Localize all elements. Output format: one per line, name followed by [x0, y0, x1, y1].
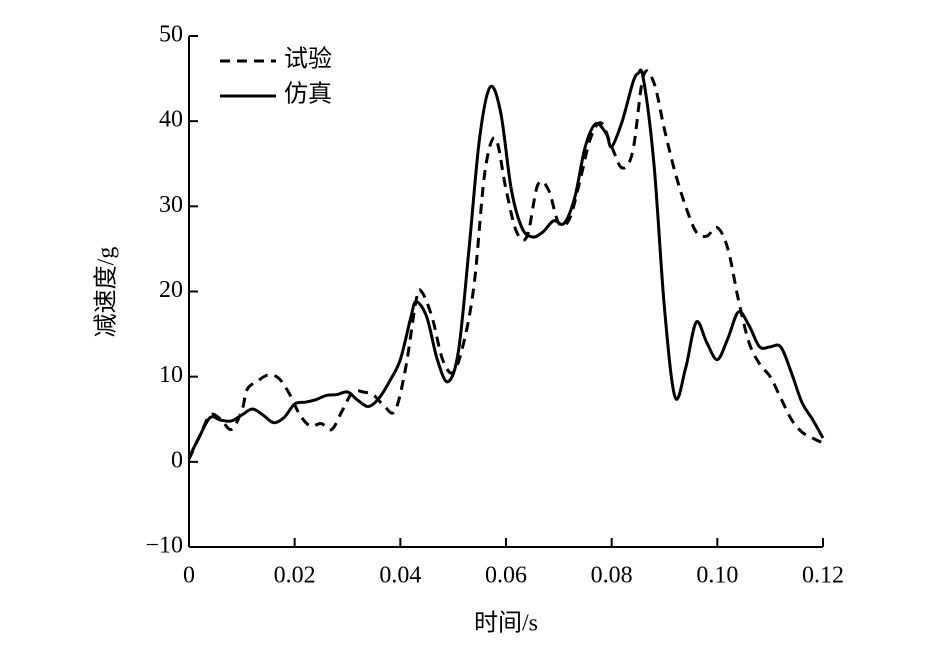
y-tick-label: 0 — [171, 447, 183, 473]
x-tick-label: 0.08 — [591, 563, 633, 589]
x-tick-label: 0.10 — [696, 563, 738, 589]
x-tick-label: 0.12 — [802, 563, 844, 589]
legend-label: 仿真 — [284, 81, 332, 108]
data-line — [187, 69, 824, 460]
x-axis-label: 时间/s — [474, 610, 538, 637]
x-tick-label: 0.06 — [485, 563, 527, 589]
x-tick-label: 0.02 — [274, 563, 316, 589]
y-tick-label: 10 — [159, 362, 183, 388]
y-tick-label: −10 — [145, 533, 183, 559]
y-tick-label: 50 — [159, 22, 183, 48]
y-axis-label: 减速度/g — [93, 247, 120, 338]
x-tick-label: 0.04 — [379, 563, 421, 589]
y-tick-label: 40 — [159, 107, 183, 133]
y-tick-label: 30 — [159, 192, 183, 218]
data-line — [187, 68, 825, 459]
y-tick-label: 20 — [159, 277, 183, 303]
legend-label: 试验 — [284, 46, 332, 73]
x-tick-label: 0 — [183, 563, 195, 589]
